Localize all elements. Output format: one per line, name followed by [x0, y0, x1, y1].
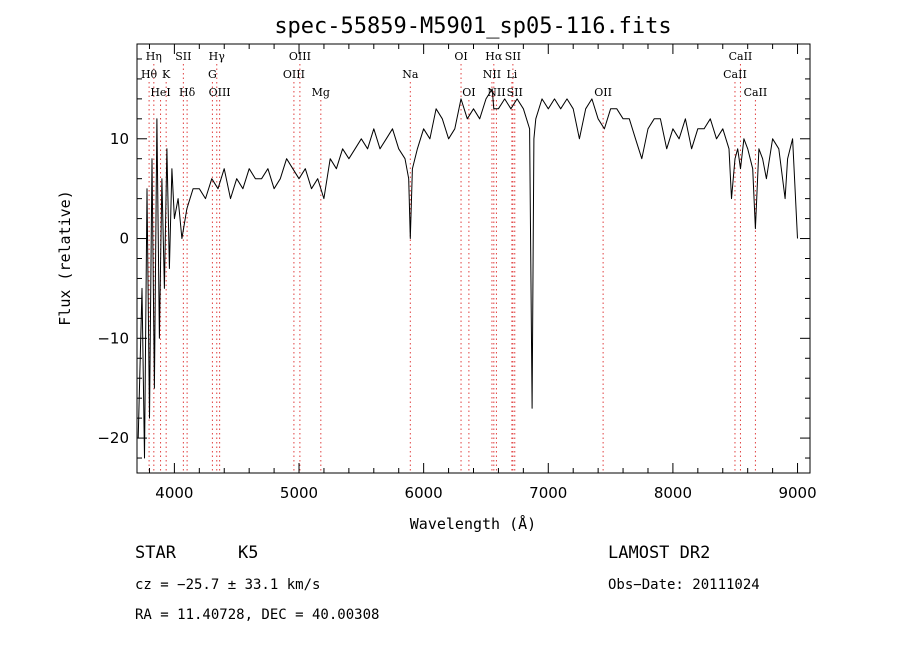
coordinates: RA = 11.40728, DEC = 40.00308	[135, 607, 379, 623]
line-label: Hη	[146, 50, 162, 63]
spectrum-series	[137, 88, 798, 459]
y-axis-label: Flux (relative)	[56, 190, 74, 325]
survey-name: LAMOST DR2	[608, 543, 710, 563]
y-tick-label: −20	[97, 429, 129, 447]
line-label: SII	[505, 50, 521, 63]
line-label: NII	[483, 68, 501, 81]
line-label: OII	[594, 86, 612, 99]
line-label: HeI	[150, 86, 170, 99]
x-tick-label: 7000	[529, 484, 567, 502]
x-tick-label: 4000	[155, 484, 193, 502]
line-label: Hδ	[179, 86, 196, 99]
line-label: K	[162, 68, 171, 81]
object-subclass: K5	[238, 543, 258, 563]
chart-title: spec-55859-M5901_sp05-116.fits	[274, 14, 671, 39]
line-label: Hθ	[141, 68, 158, 81]
x-tick-label: 9000	[778, 484, 816, 502]
line-label: G	[208, 68, 217, 81]
y-tick-label: 0	[119, 230, 129, 248]
spectrum-line	[137, 88, 798, 459]
line-label: Hα	[485, 50, 503, 63]
line-label: Mg	[312, 86, 330, 99]
line-label: OI	[454, 50, 467, 63]
object-class: STAR	[135, 543, 177, 563]
line-label: OIII	[209, 86, 231, 99]
line-label: SII	[507, 86, 523, 99]
line-label: CaII	[729, 50, 753, 63]
y-tick-label: 10	[110, 130, 129, 148]
line-label: Na	[402, 68, 419, 81]
line-label: CaII	[744, 86, 768, 99]
x-tick-label: 8000	[654, 484, 692, 502]
redshift-velocity: cz = −25.7 ± 33.1 km/s	[135, 577, 320, 593]
axis-ticks: 4000 5000 6000 7000 8000 9000 −20 −10 0 10	[97, 44, 817, 502]
observation-date: Obs−Date: 20111024	[608, 577, 760, 593]
x-axis-label: Wavelength (Å)	[410, 514, 536, 533]
line-label: SII	[175, 50, 191, 63]
line-label: OIII	[283, 68, 305, 81]
line-label: OI	[462, 86, 475, 99]
line-label: Hγ	[209, 50, 226, 63]
plot-frame	[136, 43, 811, 474]
line-label: CaII	[723, 68, 747, 81]
x-tick-label: 5000	[280, 484, 318, 502]
line-label: OIII	[289, 50, 311, 63]
y-tick-label: −10	[97, 329, 129, 347]
x-tick-label: 6000	[405, 484, 443, 502]
line-label: Li	[506, 68, 517, 81]
